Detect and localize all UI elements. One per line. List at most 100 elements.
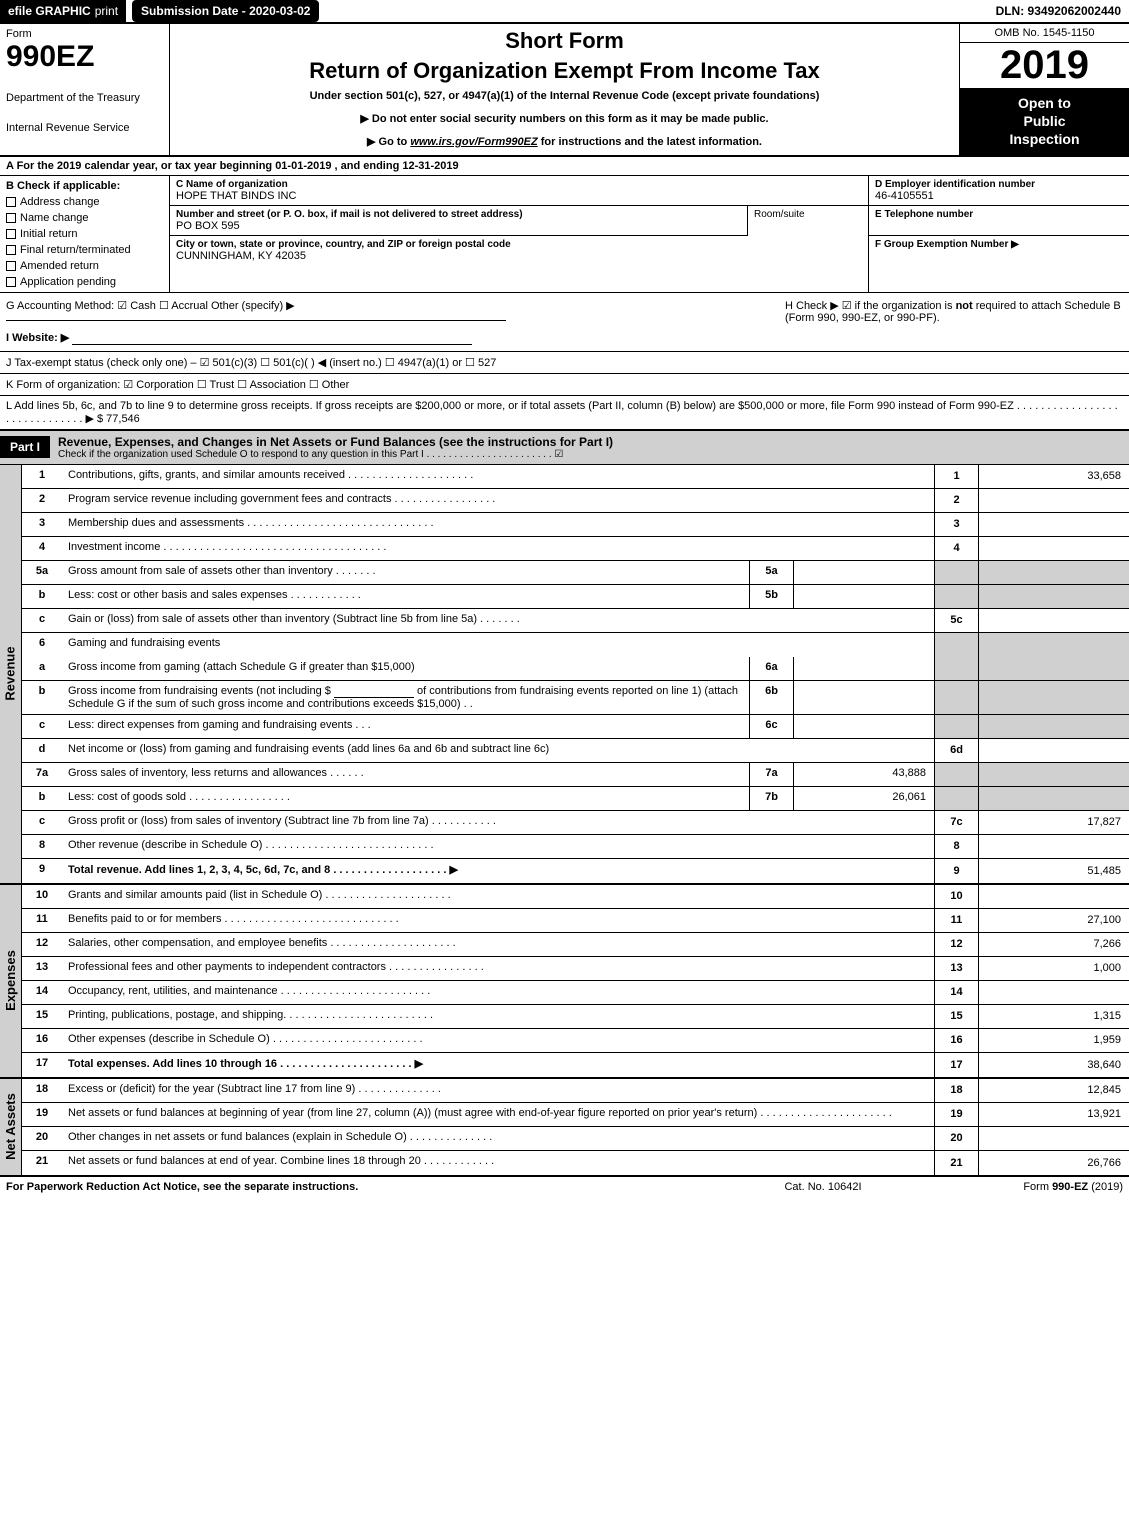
line-k: K Form of organization: ☑ Corporation ☐ … bbox=[0, 374, 1129, 396]
efile-graphic-print[interactable]: efile GRAPHIC print bbox=[0, 0, 126, 22]
row-num: 9 bbox=[22, 859, 62, 883]
row-num: 7a bbox=[22, 763, 62, 786]
row-num: 1 bbox=[22, 465, 62, 488]
row-7a: 7a Gross sales of inventory, less return… bbox=[22, 763, 1129, 787]
row-rnum: 8 bbox=[934, 835, 979, 858]
opt-label: Initial return bbox=[20, 228, 77, 240]
address-block: Number and street (or P. O. box, if mail… bbox=[170, 206, 748, 236]
row-rnum-shaded bbox=[934, 763, 979, 786]
line-l: L Add lines 5b, 6c, and 7b to line 9 to … bbox=[0, 396, 1129, 430]
irs-label: Internal Revenue Service bbox=[6, 122, 163, 134]
row-desc: Gross profit or (loss) from sales of inv… bbox=[62, 811, 934, 834]
row-num: 6 bbox=[22, 633, 62, 657]
irs-link[interactable]: www.irs.gov/Form990EZ bbox=[410, 136, 537, 148]
opt-label: Address change bbox=[20, 196, 100, 208]
title-short-form: Short Form bbox=[180, 28, 949, 54]
row-desc: Grants and similar amounts paid (list in… bbox=[62, 885, 934, 908]
part-1-title: Revenue, Expenses, and Changes in Net As… bbox=[50, 431, 1129, 464]
row-val: 38,640 bbox=[979, 1053, 1129, 1077]
row-val: 17,827 bbox=[979, 811, 1129, 834]
line-g-text: G Accounting Method: ☑ Cash ☐ Accrual Ot… bbox=[6, 299, 506, 321]
row-rnum: 3 bbox=[934, 513, 979, 536]
opt-amended-return[interactable]: Amended return bbox=[6, 260, 163, 272]
row-desc: Gross income from gaming (attach Schedul… bbox=[62, 657, 749, 680]
row-num: 16 bbox=[22, 1029, 62, 1052]
box-e: E Telephone number bbox=[869, 206, 1129, 236]
row-val-shaded bbox=[979, 585, 1129, 608]
row-rnum-shaded bbox=[934, 633, 979, 657]
row-rnum: 11 bbox=[934, 909, 979, 932]
page-footer: For Paperwork Reduction Act Notice, see … bbox=[0, 1177, 1129, 1197]
top-bar: efile GRAPHIC print Submission Date - 20… bbox=[0, 0, 1129, 24]
row-5a: 5a Gross amount from sale of assets othe… bbox=[22, 561, 1129, 585]
line-a: A For the 2019 calendar year, or tax yea… bbox=[0, 157, 1129, 176]
part-1-title-text: Revenue, Expenses, and Changes in Net As… bbox=[58, 435, 613, 449]
row-val bbox=[979, 981, 1129, 1004]
line-k-text: K Form of organization: ☑ Corporation ☐ … bbox=[6, 379, 349, 391]
row-num: 13 bbox=[22, 957, 62, 980]
row-6c: c Less: direct expenses from gaming and … bbox=[22, 715, 1129, 739]
line-g: G Accounting Method: ☑ Cash ☐ Accrual Ot… bbox=[0, 293, 779, 351]
inline-num: 6c bbox=[749, 715, 794, 738]
checkbox-icon bbox=[6, 277, 16, 287]
print-label: print bbox=[95, 4, 118, 18]
row-desc: Gross amount from sale of assets other t… bbox=[62, 561, 749, 584]
row-6b-desc1: Gross income from fundraising events (no… bbox=[68, 685, 331, 697]
department: Department of the Treasury bbox=[6, 92, 163, 104]
opt-initial-return[interactable]: Initial return bbox=[6, 228, 163, 240]
org-name-block: C Name of organization HOPE THAT BINDS I… bbox=[170, 176, 868, 206]
open-line3: Inspection bbox=[1009, 131, 1079, 147]
row-val-shaded bbox=[979, 633, 1129, 657]
netassets-body: 18 Excess or (deficit) for the year (Sub… bbox=[22, 1079, 1129, 1175]
inline-num: 7a bbox=[749, 763, 794, 786]
inline-num: 6a bbox=[749, 657, 794, 680]
row-val: 33,658 bbox=[979, 465, 1129, 488]
city-label: City or town, state or province, country… bbox=[176, 239, 862, 250]
row-val bbox=[979, 513, 1129, 536]
row-rnum: 9 bbox=[934, 859, 979, 883]
row-val bbox=[979, 885, 1129, 908]
row-num: 17 bbox=[22, 1053, 62, 1077]
opt-label: Application pending bbox=[20, 276, 116, 288]
row-16: 16 Other expenses (describe in Schedule … bbox=[22, 1029, 1129, 1053]
row-val-shaded bbox=[979, 561, 1129, 584]
row-rnum: 12 bbox=[934, 933, 979, 956]
footer-right: Form 990-EZ (2019) bbox=[923, 1181, 1123, 1193]
row-19: 19 Net assets or fund balances at beginn… bbox=[22, 1103, 1129, 1127]
row-rnum: 19 bbox=[934, 1103, 979, 1126]
line-j-text: J Tax-exempt status (check only one) – ☑… bbox=[6, 357, 496, 369]
inline-num: 7b bbox=[749, 787, 794, 810]
submission-date-text: Submission Date - 2020-03-02 bbox=[141, 4, 310, 18]
row-desc: Other revenue (describe in Schedule O) .… bbox=[62, 835, 934, 858]
room-suite: Room/suite bbox=[748, 206, 868, 236]
box-def: D Employer identification number 46-4105… bbox=[869, 176, 1129, 292]
row-7b: b Less: cost of goods sold . . . . . . .… bbox=[22, 787, 1129, 811]
checkbox-icon bbox=[6, 245, 16, 255]
line-i-text: I Website: ▶ bbox=[6, 332, 69, 344]
row-num: 18 bbox=[22, 1079, 62, 1102]
part-1-tag: Part I bbox=[0, 436, 50, 458]
row-12: 12 Salaries, other compensation, and emp… bbox=[22, 933, 1129, 957]
row-val-shaded bbox=[979, 657, 1129, 680]
goto-line: ▶ Go to www.irs.gov/Form990EZ for instru… bbox=[180, 135, 949, 148]
row-num: a bbox=[22, 657, 62, 680]
row-6a: a Gross income from gaming (attach Sched… bbox=[22, 657, 1129, 681]
revenue-body: 1 Contributions, gifts, grants, and simi… bbox=[22, 465, 1129, 883]
row-rnum-shaded bbox=[934, 715, 979, 738]
row-num: 15 bbox=[22, 1005, 62, 1028]
row-val: 27,100 bbox=[979, 909, 1129, 932]
row-num: 14 bbox=[22, 981, 62, 1004]
opt-name-change[interactable]: Name change bbox=[6, 212, 163, 224]
opt-address-change[interactable]: Address change bbox=[6, 196, 163, 208]
row-val: 1,315 bbox=[979, 1005, 1129, 1028]
address-value: PO BOX 595 bbox=[176, 220, 741, 232]
opt-application-pending[interactable]: Application pending bbox=[6, 276, 163, 288]
netassets-vert-label: Net Assets bbox=[0, 1079, 22, 1175]
opt-final-return[interactable]: Final return/terminated bbox=[6, 244, 163, 256]
row-desc: Excess or (deficit) for the year (Subtra… bbox=[62, 1079, 934, 1102]
room-label: Room/suite bbox=[754, 209, 805, 220]
row-desc: Net income or (loss) from gaming and fun… bbox=[62, 739, 934, 762]
inline-val bbox=[794, 657, 934, 680]
row-desc: Net assets or fund balances at beginning… bbox=[62, 1103, 934, 1126]
part-1-checkline: Check if the organization used Schedule … bbox=[58, 449, 1121, 460]
